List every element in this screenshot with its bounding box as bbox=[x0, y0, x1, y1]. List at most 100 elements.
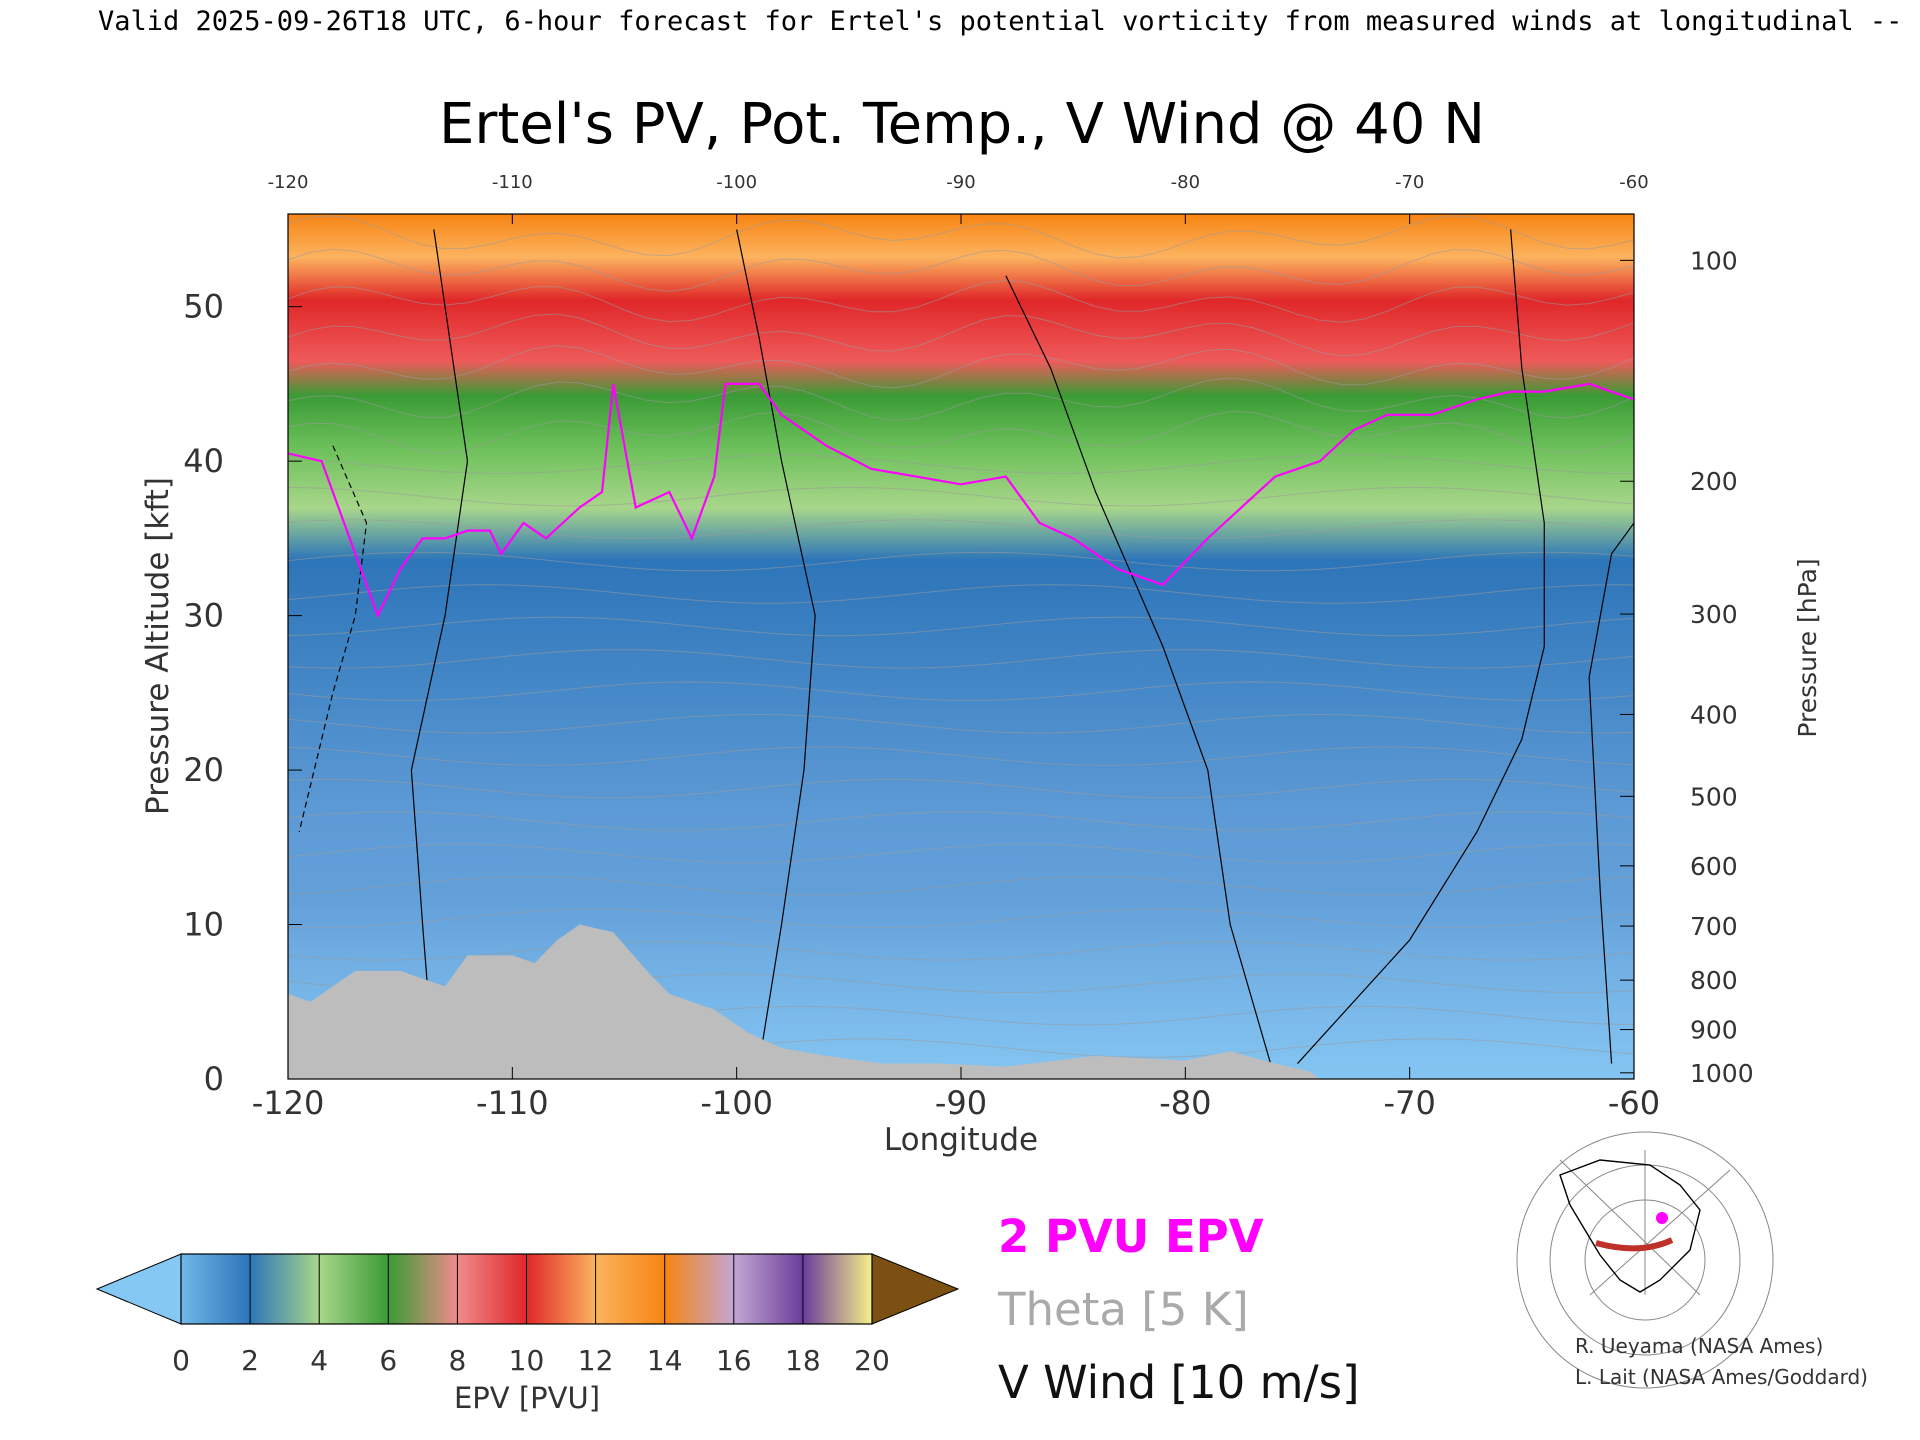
theta-contour-line bbox=[288, 377, 1634, 421]
colorbar-frame bbox=[180, 1253, 873, 1325]
x-top-tick-label: -100 bbox=[716, 172, 757, 193]
legend-vwind: V Wind [10 m/s] bbox=[998, 1356, 1360, 1409]
y-tick-label: 50 bbox=[183, 288, 224, 326]
pressure-tick-label: 1000 bbox=[1690, 1059, 1754, 1088]
y-tick-label: 20 bbox=[183, 751, 224, 789]
colorbar-tick-label: 6 bbox=[379, 1344, 397, 1377]
colorbar-tick-label: 18 bbox=[785, 1344, 821, 1377]
colorbar-segment bbox=[319, 1254, 389, 1324]
y-tick-label: 30 bbox=[183, 597, 224, 635]
colorbar: 0 2 4 6 8 10 12 14 16 18 20 bbox=[95, 1253, 960, 1377]
colorbar-tick-label: 10 bbox=[509, 1344, 545, 1377]
x-axis-top: -120 -110 -100 -90 -80 -70 -60 bbox=[268, 172, 1649, 224]
v-wind-contour-line bbox=[410, 229, 469, 1067]
x-top-tick-label: -120 bbox=[268, 172, 309, 193]
theta-contour-line bbox=[288, 215, 1634, 259]
colorbar-tick-label: 16 bbox=[716, 1344, 752, 1377]
y-axis-left: 0 10 20 30 40 50 bbox=[183, 288, 302, 1098]
colorbar-segment bbox=[733, 1254, 803, 1324]
colorbar-tick-label: 12 bbox=[578, 1344, 614, 1377]
x-axis-label: Longitude bbox=[884, 1122, 1038, 1158]
theta-contour-line bbox=[288, 681, 1634, 702]
header-text: Valid 2025-09-26T18 UTC, 6-hour forecast… bbox=[98, 6, 1920, 37]
legend-theta: Theta [5 K] bbox=[997, 1283, 1249, 1336]
theta-contour-line bbox=[288, 279, 1634, 323]
colorbar-over-arrow bbox=[871, 1253, 960, 1325]
v-wind-contour-line bbox=[1005, 275, 1276, 1079]
x-tick-label: -100 bbox=[700, 1084, 773, 1122]
colorbar-tick-label: 0 bbox=[172, 1344, 190, 1377]
x-tick-label: -70 bbox=[1384, 1084, 1436, 1122]
theta-contour-line bbox=[288, 876, 1634, 896]
x-tick-label: -90 bbox=[935, 1084, 987, 1122]
colorbar-tick-label: 4 bbox=[310, 1344, 328, 1377]
y-tick-label: 0 bbox=[204, 1060, 224, 1098]
colorbar-segment bbox=[388, 1254, 458, 1324]
credit-2: L. Lait (NASA Ames/Goddard) bbox=[1575, 1365, 1868, 1389]
v-wind-contours bbox=[298, 229, 1634, 1079]
x-tick-label: -120 bbox=[252, 1084, 325, 1122]
colorbar-under-arrow bbox=[95, 1253, 182, 1325]
colorbar-tick-label: 20 bbox=[854, 1344, 890, 1377]
pressure-tick-label: 900 bbox=[1690, 1016, 1738, 1045]
x-top-tick-label: -80 bbox=[1171, 172, 1200, 193]
pressure-tick-label: 300 bbox=[1690, 600, 1738, 629]
v-wind-contour-line bbox=[1297, 229, 1545, 1064]
x-tick-label: -80 bbox=[1159, 1084, 1211, 1122]
theta-contour-line bbox=[288, 454, 1634, 474]
x-tick-label: -60 bbox=[1608, 1084, 1660, 1122]
pressure-tick-label: 700 bbox=[1690, 912, 1738, 941]
theta-contour-line bbox=[288, 778, 1634, 799]
colorbar-segment bbox=[802, 1254, 872, 1324]
colorbar-tick-label: 2 bbox=[241, 1344, 259, 1377]
colorbar-tick-label: 8 bbox=[448, 1344, 466, 1377]
v-wind-contour-line bbox=[1588, 522, 1634, 1064]
pressure-tick-label: 200 bbox=[1690, 467, 1738, 496]
theta-contour-line bbox=[288, 410, 1634, 454]
theta-contour-line bbox=[288, 551, 1634, 572]
y-axis-right: 100 200 300 400 500 600 700 800 900 1000 bbox=[1620, 246, 1754, 1088]
x-axis-bottom: -120 -110 -100 -90 -80 -70 -60 bbox=[252, 1067, 1660, 1122]
credit-1: R. Ueyama (NASA Ames) bbox=[1575, 1334, 1823, 1358]
pv-2pvu-contour bbox=[288, 382, 1634, 619]
x-tick-label: -110 bbox=[476, 1084, 549, 1122]
theta-contour-line bbox=[288, 584, 1634, 604]
legend-2pvu: 2 PVU EPV bbox=[998, 1210, 1264, 1263]
chart-title: Ertel's PV, Pot. Temp., V Wind @ 40 N bbox=[439, 92, 1485, 157]
y-tick-label: 40 bbox=[183, 442, 224, 480]
colorbar-tick-label: 14 bbox=[647, 1344, 683, 1377]
ground-mask bbox=[288, 924, 1320, 1079]
theta-contour-line bbox=[288, 811, 1634, 831]
theta-contour-line bbox=[288, 486, 1634, 507]
pressure-tick-label: 600 bbox=[1690, 852, 1738, 881]
colorbar-segment bbox=[664, 1254, 734, 1324]
pressure-tick-label: 400 bbox=[1690, 700, 1738, 729]
theta-contour-line bbox=[288, 649, 1634, 669]
theta-contour-line bbox=[288, 843, 1634, 864]
pressure-tick-label: 500 bbox=[1690, 782, 1738, 811]
theta-contour-line bbox=[288, 345, 1634, 389]
theta-contour-line bbox=[288, 313, 1634, 357]
plot-area bbox=[288, 214, 1634, 1079]
x-top-tick-label: -90 bbox=[946, 172, 975, 193]
colorbar-segment bbox=[250, 1254, 320, 1324]
theta-contour-line bbox=[288, 519, 1634, 539]
colorbar-segment bbox=[457, 1254, 527, 1324]
theta-contour-line bbox=[288, 908, 1634, 929]
v-wind-negative-contour bbox=[298, 445, 368, 832]
theta-contour-line bbox=[288, 746, 1634, 766]
theta-contour-line bbox=[288, 940, 1634, 961]
theta-contour-line bbox=[288, 713, 1634, 734]
x-top-tick-label: -60 bbox=[1619, 172, 1648, 193]
pressure-tick-label: 800 bbox=[1690, 966, 1738, 995]
y-axis-left-label: Pressure Altitude [kft] bbox=[140, 477, 176, 815]
colorbar-segment bbox=[595, 1254, 665, 1324]
colorbar-label: EPV [PVU] bbox=[454, 1381, 600, 1415]
y-tick-label: 10 bbox=[183, 906, 224, 944]
theta-contours bbox=[288, 215, 1634, 1058]
inset-map bbox=[1516, 1131, 1774, 1389]
v-wind-contour-line bbox=[736, 229, 816, 1064]
colorbar-segment bbox=[181, 1254, 251, 1324]
theta-contour-line bbox=[288, 616, 1634, 637]
x-top-tick-label: -110 bbox=[492, 172, 533, 193]
